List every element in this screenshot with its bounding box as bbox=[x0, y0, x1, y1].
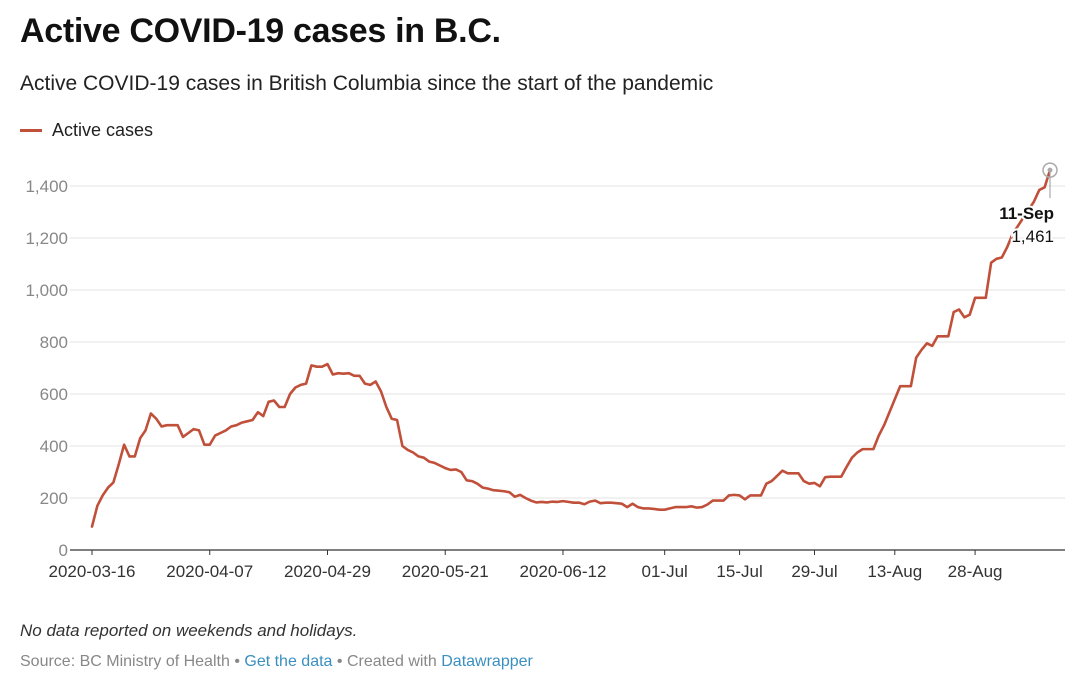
y-tick-label: 0 bbox=[59, 541, 68, 560]
get-the-data-link[interactable]: Get the data bbox=[244, 653, 333, 670]
last-point-dot bbox=[1047, 167, 1053, 173]
legend-swatch bbox=[20, 129, 42, 132]
annotation-value: 1,461 bbox=[1011, 227, 1054, 246]
y-tick-label: 1,400 bbox=[25, 177, 68, 196]
x-tick-label: 01-Jul bbox=[642, 562, 688, 581]
created-with-text: Created with bbox=[346, 653, 437, 670]
footer-separator: • bbox=[234, 653, 240, 670]
x-tick-label: 15-Jul bbox=[716, 562, 762, 581]
x-tick-label: 2020-05-21 bbox=[402, 562, 489, 581]
y-tick-label: 1,200 bbox=[25, 229, 68, 248]
chart-subtitle: Active COVID-19 cases in British Columbi… bbox=[20, 72, 714, 95]
footer-separator: • bbox=[336, 653, 343, 670]
y-tick-label: 1,000 bbox=[25, 281, 68, 300]
y-tick-label: 400 bbox=[40, 437, 68, 456]
x-tick-label: 2020-04-07 bbox=[166, 562, 253, 581]
x-tick-label: 28-Aug bbox=[948, 562, 1003, 581]
chart-note: No data reported on weekends and holiday… bbox=[20, 621, 358, 640]
x-tick-label: 2020-03-16 bbox=[49, 562, 136, 581]
line-chart: 0 200 400 600 800 1,000 1,200 1,400 2020-03-16 20… bbox=[25, 162, 1065, 581]
chart-footer: Source: BC Ministry of Health • Get the … bbox=[20, 653, 533, 671]
y-tick-label: 600 bbox=[40, 385, 68, 404]
last-point-marker bbox=[1042, 162, 1058, 178]
legend-label: Active cases bbox=[52, 120, 154, 140]
x-tick-label: 2020-06-12 bbox=[519, 562, 606, 581]
x-tick-label: 13-Aug bbox=[867, 562, 922, 581]
x-tick-label: 2020-04-29 bbox=[284, 562, 371, 581]
annotation-date: 11-Sep bbox=[999, 204, 1054, 223]
series-line-active-cases bbox=[90, 168, 1052, 528]
chart-title: Active COVID-19 cases in B.C. bbox=[20, 12, 501, 50]
legend: Active cases bbox=[20, 120, 153, 141]
y-tick-label: 200 bbox=[40, 489, 68, 508]
datawrapper-link[interactable]: Datawrapper bbox=[441, 653, 533, 670]
source-text: Source: BC Ministry of Health bbox=[20, 653, 230, 670]
y-tick-label: 800 bbox=[40, 333, 68, 352]
x-tick-label: 29-Jul bbox=[791, 562, 837, 581]
